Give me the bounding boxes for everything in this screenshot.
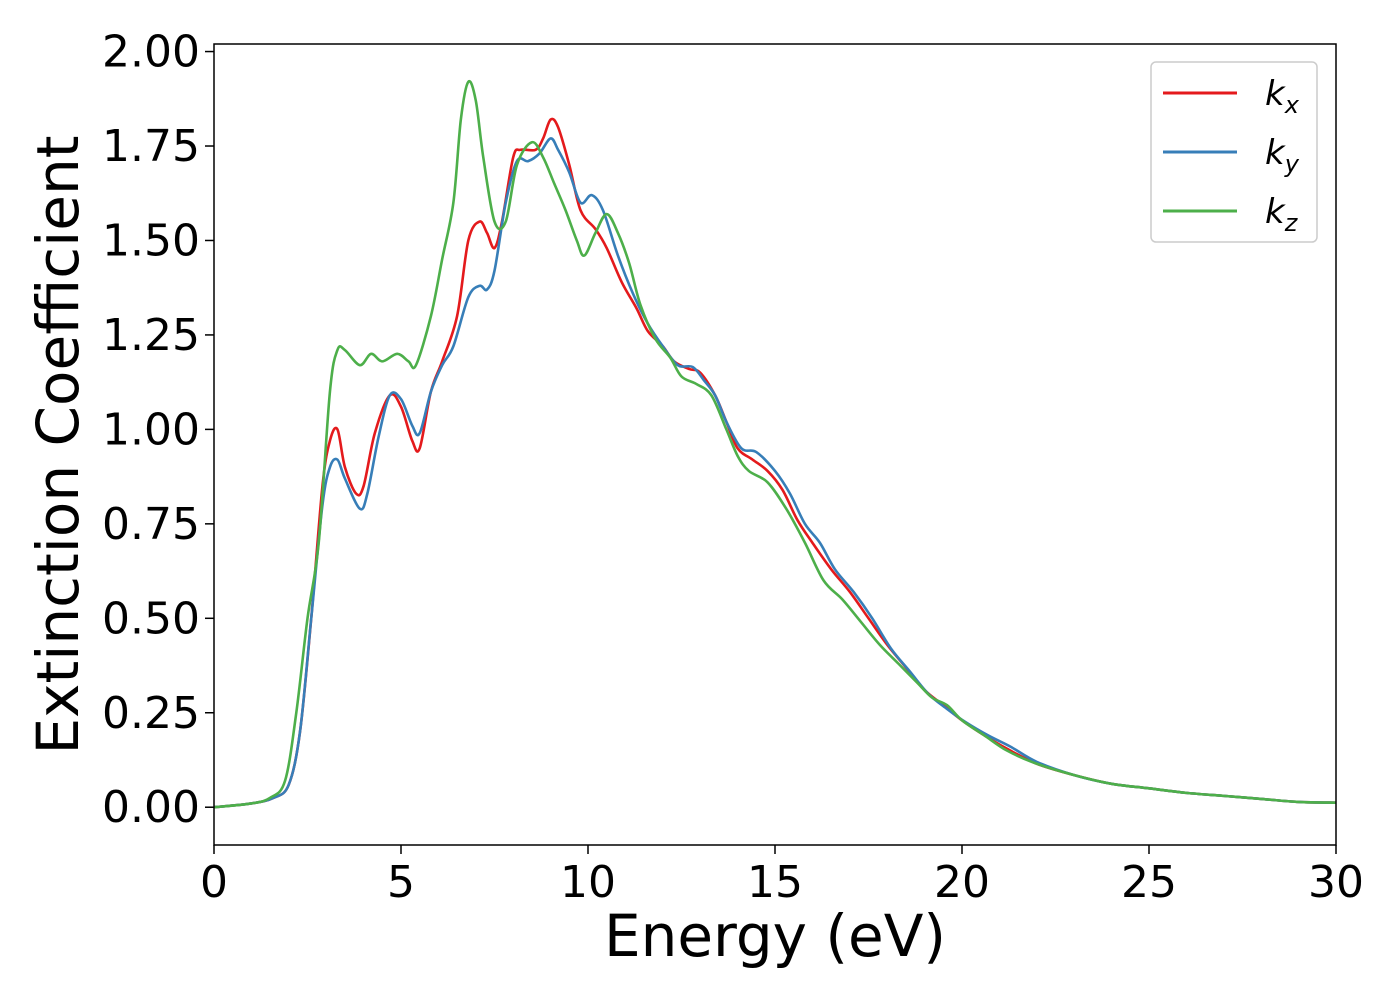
series-layer — [214, 79, 1336, 809]
x-tick-label: 0 — [200, 857, 228, 908]
series-line-kz — [214, 79, 1336, 809]
legend-label-subscript: y — [1284, 150, 1300, 178]
y-tick-label: 0.50 — [102, 593, 200, 644]
x-tick-label: 30 — [1308, 857, 1364, 908]
y-tick-label: 1.00 — [102, 404, 200, 455]
legend-label-base: k — [1265, 133, 1286, 173]
y-tick-label: 1.50 — [102, 215, 200, 266]
legend-label-subscript: z — [1284, 209, 1299, 237]
y-axis-label: Extinction Coefficient — [24, 136, 92, 755]
x-tick-label: 20 — [934, 857, 990, 908]
legend-label-base: k — [1265, 192, 1286, 232]
x-tick-label: 10 — [560, 857, 616, 908]
y-tick-label: 1.25 — [102, 310, 200, 361]
y-axis-ticks: 0.00 0.25 0.50 0.75 1.00 1.25 1.50 1.75 2.00 — [102, 27, 214, 833]
y-tick-label: 0.75 — [102, 499, 200, 550]
y-tick-label: 1.75 — [102, 121, 200, 172]
legend-label: kz — [1265, 192, 1299, 237]
y-tick-label: 2.00 — [102, 27, 200, 78]
x-axis-label: Energy (eV) — [604, 902, 946, 970]
x-tick-label: 25 — [1121, 857, 1177, 908]
y-tick-label: 0.25 — [102, 688, 200, 739]
x-tick-label: 5 — [387, 857, 415, 908]
x-axis-ticks: 0 5 10 15 20 25 30 — [200, 845, 1364, 908]
legend-label: kx — [1265, 74, 1300, 119]
legend-label-base: k — [1265, 74, 1286, 114]
y-tick-label: 0.00 — [102, 782, 200, 833]
x-tick-label: 15 — [747, 857, 803, 908]
legend-label: ky — [1265, 133, 1300, 178]
legend-label-subscript: x — [1284, 91, 1300, 119]
